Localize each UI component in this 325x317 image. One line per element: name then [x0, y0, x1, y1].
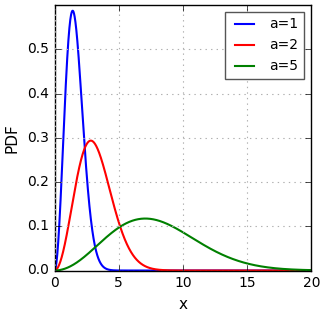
a=2 — [53, 268, 57, 272]
a=5 — [53, 268, 57, 272]
a=2 — [89, 139, 93, 143]
a=1 — [53, 268, 57, 272]
a=2 — [171, 268, 175, 272]
a=1 — [177, 268, 181, 272]
a=2 — [66, 228, 70, 232]
a=5 — [177, 228, 181, 232]
a=2 — [302, 268, 306, 272]
a=1 — [302, 268, 306, 272]
a=5 — [66, 266, 70, 269]
a=5 — [171, 225, 175, 229]
a=1 — [255, 268, 259, 272]
a=1 — [171, 268, 175, 272]
a=2 — [309, 268, 313, 272]
a=5 — [255, 264, 259, 268]
Legend: a=1, a=2, a=5: a=1, a=2, a=5 — [225, 12, 304, 79]
a=2 — [177, 268, 181, 272]
a=1 — [71, 9, 74, 13]
a=5 — [302, 268, 306, 272]
a=5 — [143, 217, 147, 220]
Line: a=5: a=5 — [55, 218, 311, 270]
Line: a=2: a=2 — [55, 141, 311, 270]
X-axis label: x: x — [178, 297, 188, 312]
a=1 — [309, 268, 313, 272]
a=1 — [302, 268, 306, 272]
a=2 — [255, 268, 259, 272]
a=2 — [302, 268, 306, 272]
a=1 — [66, 50, 70, 54]
Y-axis label: PDF: PDF — [5, 123, 20, 152]
Line: a=1: a=1 — [55, 11, 311, 270]
a=5 — [309, 268, 313, 272]
a=5 — [302, 268, 306, 272]
